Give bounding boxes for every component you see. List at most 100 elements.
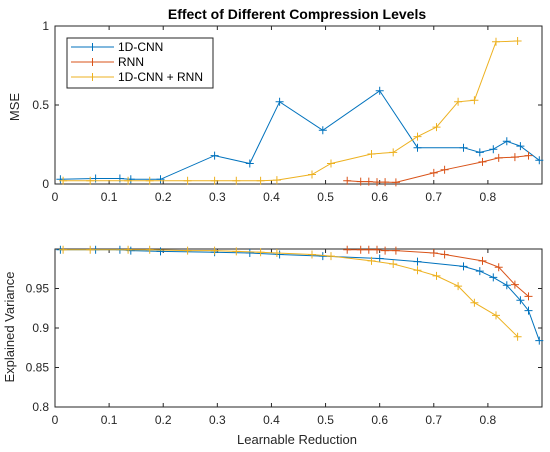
x-tick-label: 0.1 bbox=[101, 413, 118, 427]
data-point-1d-cnn-rnn bbox=[308, 170, 316, 179]
y-tick-label: 0 bbox=[42, 177, 49, 191]
data-point-1d-cnn-rnn bbox=[124, 176, 133, 185]
data-point-1d-cnn bbox=[245, 249, 254, 257]
data-point-1d-cnn bbox=[489, 145, 498, 154]
x-tick-label: 0.4 bbox=[263, 190, 280, 204]
data-point-1d-cnn-rnn bbox=[256, 248, 265, 257]
data-point-1d-cnn bbox=[516, 296, 525, 305]
x-tick-label: 0.1 bbox=[101, 190, 118, 204]
data-point-1d-cnn bbox=[459, 143, 468, 152]
data-point-1d-cnn-rnn bbox=[124, 245, 133, 254]
x-tick-label: 0.4 bbox=[263, 413, 280, 427]
y-tick-label: 1 bbox=[42, 19, 49, 33]
x-tick-label: 0.6 bbox=[371, 190, 388, 204]
plot-area bbox=[54, 248, 543, 408]
data-point-1d-cnn-rnn bbox=[256, 176, 265, 185]
data-point-1d-cnn-rnn bbox=[145, 245, 154, 254]
data-point-rnn bbox=[381, 178, 390, 187]
data-point-1d-cnn-rnn bbox=[432, 271, 441, 280]
data-point-1d-cnn bbox=[413, 257, 422, 266]
data-point-1d-cnn-rnn bbox=[513, 332, 522, 341]
x-tick-label: 0.7 bbox=[425, 190, 442, 204]
data-point-1d-cnn-rnn bbox=[210, 246, 219, 255]
data-point-1d-cnn-rnn bbox=[492, 311, 500, 320]
series-layer bbox=[56, 245, 544, 345]
data-point-1d-cnn-rnn bbox=[183, 176, 192, 185]
y-tick-label: 0.95 bbox=[26, 282, 50, 296]
data-point-rnn bbox=[429, 249, 438, 257]
data-point-1d-cnn-rnn bbox=[59, 245, 68, 254]
data-point-rnn bbox=[524, 151, 533, 160]
data-point-rnn bbox=[524, 292, 533, 301]
data-point-1d-cnn-rnn bbox=[183, 246, 192, 255]
data-point-1d-cnn bbox=[318, 126, 327, 135]
data-point-1d-cnn bbox=[245, 159, 254, 168]
data-point-1d-cnn bbox=[156, 247, 165, 256]
data-point-rnn bbox=[510, 280, 519, 289]
data-point-rnn bbox=[494, 153, 503, 162]
data-point-1d-cnn bbox=[156, 175, 165, 184]
data-point-1d-cnn-rnn bbox=[389, 148, 398, 157]
x-tick-label: 0.8 bbox=[480, 413, 497, 427]
data-point-1d-cnn bbox=[502, 137, 511, 146]
legend: 1D-CNN RNN 1D-CNN + RNN bbox=[66, 37, 214, 89]
data-point-1d-cnn bbox=[524, 306, 533, 315]
data-point-rnn bbox=[391, 246, 400, 255]
data-point-1d-cnn bbox=[502, 281, 511, 290]
x-tick-label: 0.7 bbox=[425, 413, 442, 427]
data-point-rnn bbox=[478, 256, 487, 265]
data-point-rnn bbox=[356, 177, 365, 186]
data-point-rnn bbox=[356, 245, 365, 254]
x-tick-label: 0.3 bbox=[209, 190, 226, 204]
x-tick-label: 0 bbox=[52, 413, 59, 427]
legend-box bbox=[66, 37, 214, 89]
data-point-1d-cnn-rnn bbox=[210, 176, 219, 185]
data-point-1d-cnn-rnn bbox=[413, 132, 422, 141]
legend-label-1d-cnn: 1D-CNN bbox=[118, 40, 163, 54]
data-point-1d-cnn bbox=[475, 267, 484, 276]
data-point-rnn bbox=[440, 250, 449, 259]
data-point-1d-cnn-rnn bbox=[470, 96, 479, 105]
data-point-1d-cnn-rnn bbox=[413, 266, 422, 275]
series-layer bbox=[56, 37, 544, 187]
x-tick-label: 0.5 bbox=[317, 190, 334, 204]
legend-entry-rnn: RNN bbox=[71, 55, 144, 69]
y-tick-label: 0.85 bbox=[26, 361, 50, 375]
data-point-1d-cnn bbox=[535, 336, 544, 345]
data-point-rnn bbox=[381, 246, 390, 255]
data-point-1d-cnn bbox=[275, 97, 284, 106]
data-point-1d-cnn-rnn bbox=[454, 97, 463, 106]
data-point-1d-cnn-rnn bbox=[59, 176, 68, 185]
data-point-1d-cnn-rnn bbox=[492, 37, 500, 46]
data-point-rnn bbox=[373, 245, 381, 254]
chart-title: Effect of Different Compression Levels bbox=[168, 6, 426, 22]
y-tick-label: 0.9 bbox=[32, 321, 49, 335]
legend-label-1d-cnn-rnn: 1D-CNN + RNN bbox=[118, 70, 203, 84]
y-tick-label: 0.5 bbox=[32, 98, 49, 112]
data-point-rnn bbox=[510, 153, 519, 162]
data-point-rnn bbox=[373, 178, 381, 187]
x-tick-label: 0.3 bbox=[209, 413, 226, 427]
data-point-1d-cnn-rnn bbox=[454, 282, 463, 291]
x-tick-label: 0.2 bbox=[155, 190, 172, 204]
data-point-rnn bbox=[429, 168, 438, 177]
data-point-rnn bbox=[364, 245, 373, 254]
data-point-rnn bbox=[364, 177, 373, 186]
ev-y-axis-label: Explained Variance bbox=[2, 271, 17, 382]
legend-entry-1d-cnn: 1D-CNN bbox=[71, 40, 163, 54]
data-point-rnn bbox=[343, 176, 352, 185]
data-point-1d-cnn bbox=[375, 254, 384, 263]
y-tick-label: 0.8 bbox=[32, 400, 49, 414]
x-tick-label: 0.2 bbox=[155, 413, 172, 427]
data-point-rnn bbox=[440, 165, 449, 174]
data-point-1d-cnn-rnn bbox=[432, 123, 441, 132]
data-point-1d-cnn-rnn bbox=[470, 298, 479, 307]
legend-entry-1d-cnn-rnn: 1D-CNN + RNN bbox=[71, 70, 203, 84]
data-point-1d-cnn-rnn bbox=[86, 245, 95, 254]
explained-variance-panel: 0 0.1 0.2 0.3 0.4 0.5 0.6 0.7 0.8 0.8 0.85 0.9 0.95 bbox=[26, 245, 544, 427]
x-tick-label: 0.8 bbox=[480, 190, 497, 204]
data-point-rnn bbox=[478, 157, 487, 166]
x-tick-label: 0.6 bbox=[371, 413, 388, 427]
x-tick-label: 0 bbox=[52, 190, 59, 204]
